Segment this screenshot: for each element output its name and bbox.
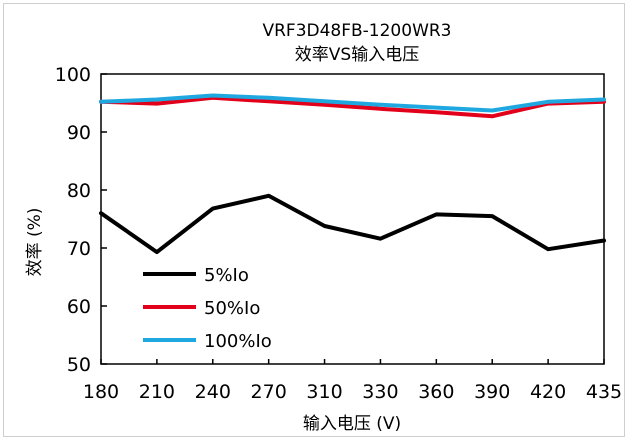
series-line-50pctio — [99, 95, 606, 119]
legend-label: 50%Io — [204, 298, 260, 319]
x-tick-label: 330 — [362, 381, 398, 403]
legend: 5%Io 50%Io 100%Io — [143, 265, 272, 352]
chart-title: VRF3D48FB-1200WR3 — [262, 21, 451, 41]
series-line-100pctio — [99, 93, 606, 113]
x-tick-label: 360 — [418, 381, 454, 403]
x-tick-label: 240 — [195, 381, 231, 403]
chart-subtitle: 效率VS输入电压 — [295, 45, 419, 65]
x-tick-label: 435 — [586, 381, 622, 403]
legend-label: 100%Io — [204, 331, 272, 352]
y-axis-label: 效率 (%) — [25, 208, 45, 277]
y-axis-ticks: 50 60 70 80 90 100 — [55, 64, 107, 376]
y-tick-label: 90 — [67, 122, 91, 144]
x-tick-label: 180 — [83, 381, 119, 403]
series-line-5pctio — [99, 193, 606, 255]
x-tick-label: 270 — [251, 381, 287, 403]
plot-area — [100, 73, 605, 365]
x-tick-label: 420 — [530, 381, 566, 403]
y-tick-label: 50 — [67, 354, 91, 376]
x-axis-label: 输入电压 (V) — [303, 414, 401, 434]
x-tick-label: 310 — [306, 381, 342, 403]
y-tick-label: 60 — [67, 296, 91, 318]
y-tick-label: 80 — [67, 180, 91, 202]
series-lines — [99, 93, 606, 255]
x-tick-label: 210 — [139, 381, 175, 403]
y-tick-label: 100 — [55, 64, 91, 86]
legend-label: 5%Io — [204, 265, 249, 286]
y-tick-label: 70 — [67, 238, 91, 260]
x-tick-label: 390 — [474, 381, 510, 403]
x-axis-ticks: 180 210 240 270 310 330 360 390 420 435 — [83, 359, 622, 403]
